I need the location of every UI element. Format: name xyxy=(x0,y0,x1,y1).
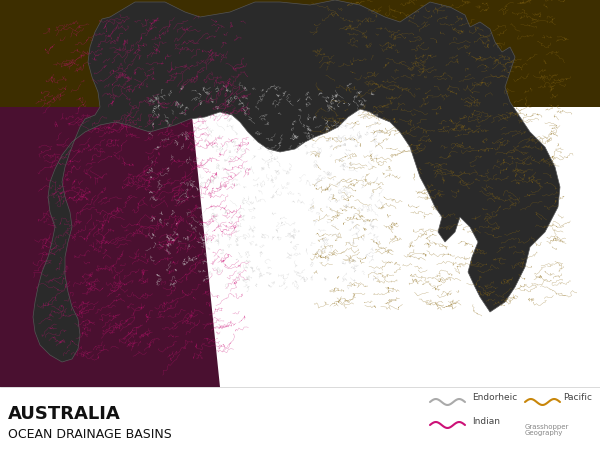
Text: OCEAN DRAINAGE BASINS: OCEAN DRAINAGE BASINS xyxy=(8,428,172,441)
Polygon shape xyxy=(0,0,220,387)
PathPatch shape xyxy=(33,0,560,362)
Text: Grasshopper
Geography: Grasshopper Geography xyxy=(525,423,569,436)
Text: Indian: Indian xyxy=(472,417,500,426)
Polygon shape xyxy=(0,0,600,107)
Text: Endorheic: Endorheic xyxy=(472,393,517,402)
Text: Pacific: Pacific xyxy=(563,393,592,402)
Text: AUSTRALIA: AUSTRALIA xyxy=(8,405,121,423)
